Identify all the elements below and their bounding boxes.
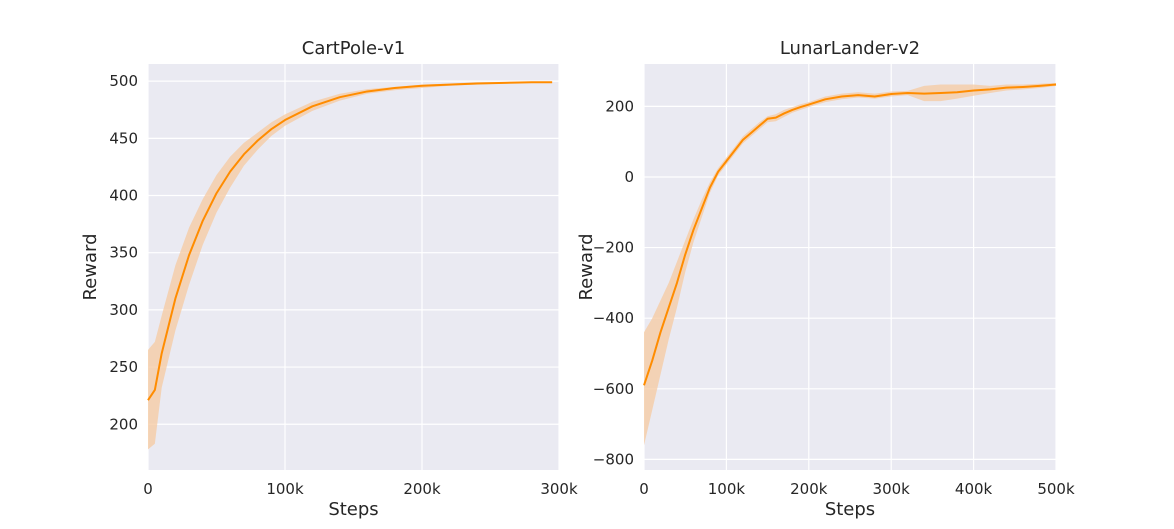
x-tick-label: 400k	[955, 480, 993, 498]
y-axis-label: Reward	[80, 233, 101, 300]
plot-area	[148, 64, 559, 470]
y-tick-labels: 200 250 300 350 400 450 500	[109, 72, 138, 433]
x-tick-label: 100k	[708, 480, 746, 498]
subplot-2: 0 100k 200k 300k 400k 500k −800 −600 −400 −200 0 2…	[576, 38, 1075, 520]
x-tick-label: 0	[143, 480, 153, 498]
y-tick-labels: −800 −600 −400 −200 0 200	[593, 97, 634, 468]
y-tick-label: 400	[109, 187, 138, 205]
y-tick-label: 200	[605, 97, 634, 115]
y-tick-label: −400	[593, 309, 634, 327]
y-tick-label: 500	[109, 72, 138, 90]
y-tick-label: 0	[624, 168, 634, 186]
y-tick-label: 350	[109, 244, 138, 262]
series-line	[643, 83, 1057, 386]
y-tick-label: −800	[593, 450, 634, 468]
chart-title: LunarLander-v2	[780, 38, 920, 59]
x-tick-label: 0	[639, 480, 649, 498]
y-tick-label: 200	[109, 415, 138, 433]
y-tick-label: 250	[109, 358, 138, 376]
x-tick-label: 300k	[873, 480, 911, 498]
y-tick-label: 450	[109, 129, 138, 147]
x-axis-label: Steps	[825, 499, 875, 520]
y-tick-label: −200	[593, 239, 634, 257]
x-tick-label: 300k	[540, 480, 578, 498]
x-tick-label: 500k	[1037, 480, 1075, 498]
x-tick-labels: 0 100k 200k 300k 400k 500k	[639, 480, 1075, 498]
x-tick-label: 200k	[790, 480, 828, 498]
plot-area	[644, 64, 1056, 470]
subplot-1: 0 100k 200k 300k 200 250 300 350 400 450 500 Cart…	[80, 38, 578, 520]
x-axis-label: Steps	[328, 499, 378, 520]
y-axis-label: Reward	[576, 233, 597, 300]
x-tick-labels: 0 100k 200k 300k	[143, 480, 578, 498]
y-tick-label: 300	[109, 301, 138, 319]
grid-lines	[643, 64, 1057, 470]
chart-title: CartPole-v1	[302, 38, 405, 59]
x-tick-label: 100k	[266, 480, 304, 498]
data-layer	[643, 83, 1057, 446]
x-tick-label: 200k	[403, 480, 441, 498]
data-layer	[147, 81, 553, 450]
series-line	[147, 81, 553, 401]
y-tick-label: −600	[593, 380, 634, 398]
